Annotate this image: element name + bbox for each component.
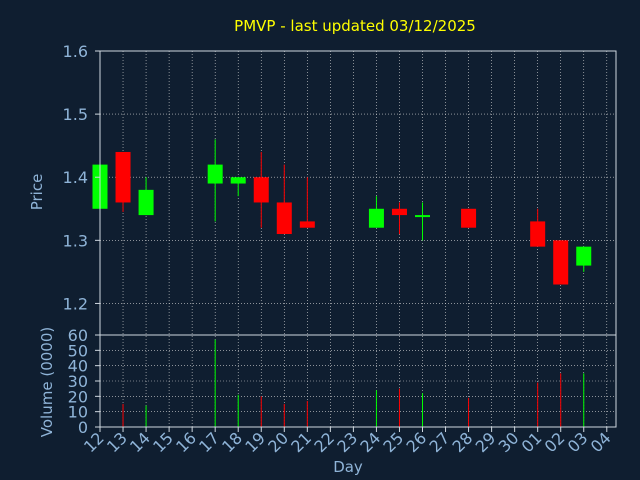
candle-body: [368, 208, 384, 228]
candle-body: [391, 208, 407, 216]
candle-body: [276, 202, 292, 235]
price-panel-frame: [99, 50, 617, 336]
price-axis-label: Price: [28, 174, 46, 211]
candle-body: [530, 221, 546, 247]
volume-panel-frame: [99, 334, 617, 428]
candle-body: [461, 208, 477, 228]
candle-body: [576, 246, 592, 266]
price-tick-label: 1.3: [63, 231, 88, 250]
volume-axis-label: Volume (0000): [38, 327, 56, 437]
candle-body: [415, 215, 430, 218]
volume-tick-label: 40: [68, 357, 88, 376]
price-tick-label: 1.4: [63, 168, 88, 187]
candle-body: [138, 189, 154, 216]
volume-tick-label: 50: [68, 341, 88, 360]
candle-body: [230, 177, 246, 184]
chart-marks: [92, 139, 592, 427]
volume-tick-label: 0: [78, 418, 88, 437]
price-tick-label: 1.2: [63, 294, 88, 313]
candle-body: [553, 240, 569, 285]
volume-tick-label: 30: [68, 372, 88, 391]
price-tick-label: 1.5: [63, 105, 88, 124]
volume-tick-label: 10: [68, 403, 88, 422]
axes: 1.21.31.41.51.60102030405060121314151617…: [63, 42, 617, 456]
candle-body: [253, 177, 269, 203]
chart-title: PMVP - last updated 03/12/2025: [234, 17, 476, 35]
candle-body: [207, 164, 223, 184]
x-tick-label: 04: [587, 428, 615, 456]
candle-body: [115, 151, 131, 203]
volume-tick-label: 20: [68, 387, 88, 406]
volume-tick-label: 60: [68, 326, 88, 345]
candle-body: [299, 221, 315, 228]
x-axis-label: Day: [333, 458, 363, 476]
price-tick-label: 1.6: [63, 42, 88, 61]
